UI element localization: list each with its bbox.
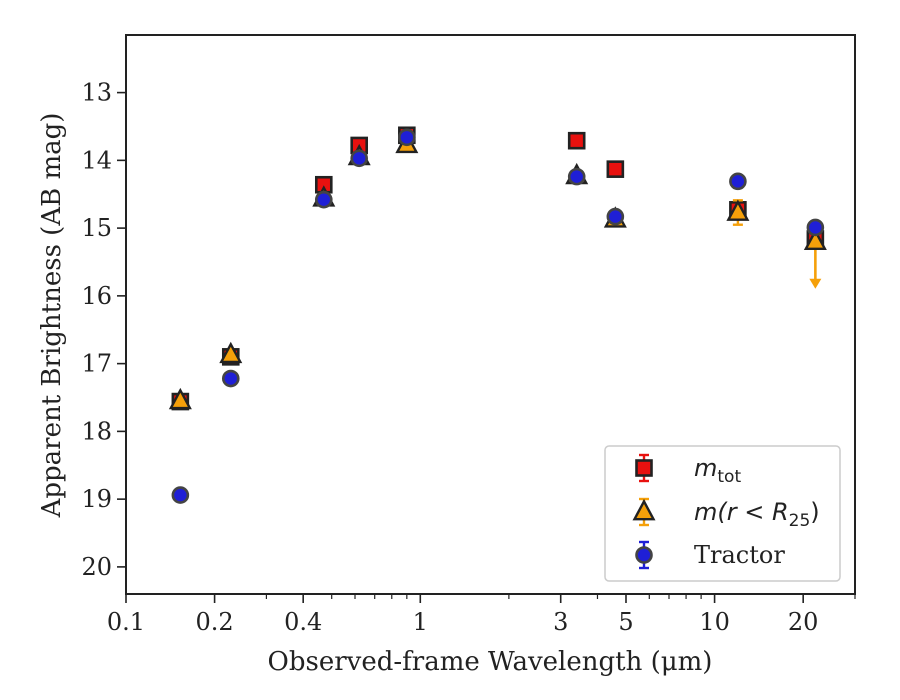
- x-tick-label: 0.2: [196, 608, 234, 636]
- chart-marks: [168, 126, 827, 504]
- data-point: [221, 369, 240, 388]
- data-point: [567, 167, 586, 186]
- y-tick-label: 15: [81, 214, 112, 242]
- x-tick-label: 5: [618, 608, 633, 636]
- legend-box: [604, 445, 841, 582]
- plot-frame: [125, 34, 856, 595]
- x-tick-label: 10: [699, 608, 730, 636]
- x-tick-label: 20: [788, 608, 819, 636]
- y-tick-label: 16: [81, 282, 112, 310]
- legend: mtot m(r < R25) Tractor: [604, 445, 841, 582]
- legend-marker: [635, 546, 653, 564]
- data-point: [350, 149, 368, 168]
- legend-label: mtot: [694, 454, 741, 487]
- y-tick-label: 18: [81, 417, 112, 445]
- y-tick-label: 17: [81, 350, 112, 378]
- legend-entry: Tractor: [635, 540, 785, 570]
- data-point: [806, 218, 825, 237]
- data-point: [171, 486, 190, 504]
- data-point: [803, 228, 827, 251]
- data-point: [314, 190, 333, 209]
- series-square: [171, 126, 825, 411]
- y-axis: 13 14 15 16 17 18 19 20: [81, 79, 126, 581]
- legend-entry: m(r < R25): [632, 497, 820, 531]
- y-tick-label: 19: [81, 485, 112, 513]
- data-point: [726, 199, 750, 221]
- legend-label: Tractor: [694, 541, 785, 569]
- data-point: [219, 341, 243, 364]
- x-axis-label: Observed-frame Wavelength (μm): [268, 647, 713, 677]
- legend-entry: mtot: [635, 453, 741, 487]
- data-point: [729, 172, 747, 191]
- x-tick-label: 0.4: [284, 608, 322, 636]
- legend-marker: [635, 459, 653, 477]
- legend-label: m(r < R25): [694, 498, 820, 531]
- x-tick-label: 0.1: [107, 608, 145, 636]
- data-point: [168, 387, 192, 410]
- upper-limit-arrow: [809, 278, 822, 289]
- data-point: [398, 128, 416, 147]
- x-tick-label: 3: [553, 608, 568, 636]
- y-tick-label: 14: [81, 146, 112, 174]
- series-triangle: [168, 131, 827, 410]
- y-axis-label: Apparent Brightness (AB mag): [37, 113, 67, 519]
- data-point: [606, 160, 625, 178]
- series-circle: [171, 128, 825, 504]
- data-point: [567, 131, 586, 150]
- y-tick-label: 13: [81, 79, 112, 107]
- legend-marker: [632, 498, 656, 521]
- data-point: [606, 207, 625, 226]
- x-axis: 0.1 0.2 0.4 1 3 5 10 20: [107, 594, 856, 636]
- x-tick-label: 1: [413, 608, 428, 636]
- y-tick-label: 20: [81, 553, 112, 581]
